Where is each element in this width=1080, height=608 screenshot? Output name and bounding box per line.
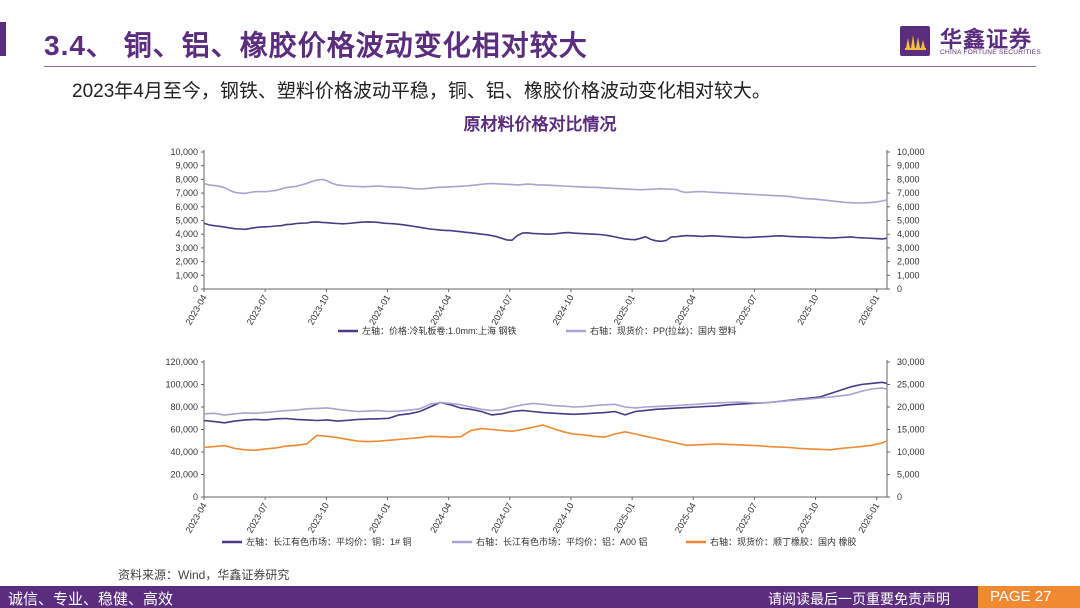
chart1-x-tick-label: 2024-04 xyxy=(428,293,453,327)
page-number: PAGE 27 xyxy=(990,588,1052,605)
chart1-y-right-tick-label: 8,000 xyxy=(897,174,920,184)
chart2-x-tick-label: 2023-10 xyxy=(306,501,331,535)
chart2-y-right-tick-label: 15,000 xyxy=(897,425,925,435)
chart2-x-tick-label: 2025-01 xyxy=(612,501,637,535)
chart2-y-right-tick-label: 5,000 xyxy=(897,470,920,480)
chart2-x-tick-label: 2024-10 xyxy=(551,501,576,535)
footer-bar: 诚信、专业、稳健、高效 请阅读最后一页重要免责声明 PAGE 27 xyxy=(0,586,1080,608)
chart1-y-right-tick-label: 5,000 xyxy=(897,216,920,226)
company-logo: 华鑫证券 CHINA FORTUNE SECURITIES xyxy=(900,22,1041,58)
chart2-series-3-line xyxy=(203,424,888,452)
chart1-x-tick-label: 2024-01 xyxy=(367,293,392,327)
chart1-y-left-tick-label: 1,000 xyxy=(175,270,198,280)
chart2-x-tick-label: 2023-04 xyxy=(184,501,209,535)
footer-disclaimer-link[interactable]: 请阅读最后一页重要免责声明 xyxy=(768,591,950,607)
chart2-y-left-tick-label: 100,000 xyxy=(165,380,198,390)
chart1-y-right-tick-label: 9,000 xyxy=(897,161,920,171)
chart2-y-right-tick-label: 30,000 xyxy=(897,357,925,367)
chart2-legend-label-3: 右轴：现货价：顺丁橡胶：国内 橡胶 xyxy=(710,536,857,547)
chart1-y-left-tick-label: 7,000 xyxy=(175,188,198,198)
chart2-y-right-tick-label: 0 xyxy=(897,492,902,502)
chart1-y-right-tick-label: 4,000 xyxy=(897,229,920,239)
chart1-y-left-tick-label: 5,000 xyxy=(175,216,198,226)
chart2-series-2-line xyxy=(203,387,888,416)
chart2-y-left-tick-label: 40,000 xyxy=(170,447,198,457)
chart2-y-left-tick-label: 20,000 xyxy=(170,470,198,480)
footer-motto: 诚信、专业、稳健、高效 xyxy=(8,591,174,608)
chart2-y-left-tick-label: 80,000 xyxy=(170,402,198,412)
chart1-y-right-tick-label: 3,000 xyxy=(897,243,920,253)
chart1-x-tick-label: 2025-07 xyxy=(734,293,759,327)
logo-name-en: CHINA FORTUNE SECURITIES xyxy=(940,49,1041,56)
chart2-y-left-tick-label: 120,000 xyxy=(165,357,198,367)
chart2-legend-label-2: 右轴：长江有色市场：平均价：铝：A00 铝 xyxy=(476,536,648,547)
chart1-x-tick-label: 2023-10 xyxy=(306,293,331,327)
chart1-x-tick-label: 2024-10 xyxy=(551,293,576,327)
title-accent-bar xyxy=(0,22,6,56)
chart1-y-left-tick-label: 4,000 xyxy=(175,229,198,239)
charts-canvas: 0 1,000 2,000 3,000 4,000 5,000 6,000 7,000 8,00… xyxy=(165,147,925,547)
chart1-x-tick-label: 2024-07 xyxy=(489,293,514,327)
chart-title: 原材料价格对比情况 xyxy=(463,115,617,134)
chart1-legend-label-2: 右轴：现货价：PP(拉丝)：国内 塑料 xyxy=(590,325,737,336)
chart1-x-tick-label: 2025-01 xyxy=(612,293,637,327)
source-note: 资料来源：Wind，华鑫证券研究 xyxy=(118,568,290,582)
title-divider xyxy=(44,66,1036,67)
chart1-y-left-tick-label: 6,000 xyxy=(175,202,198,212)
chart1-y-left-tick-label: 10,000 xyxy=(170,147,198,157)
chart1-y-left-tick-label: 9,000 xyxy=(175,161,198,171)
chart2-x-tick-label: 2025-10 xyxy=(795,501,820,535)
chart1-x-tick-label: 2026-01 xyxy=(856,293,881,327)
chart2-x-tick-label: 2024-07 xyxy=(489,501,514,535)
chart2-y-right-tick-label: 25,000 xyxy=(897,380,925,390)
chart2-y-right-tick-label: 20,000 xyxy=(897,402,925,412)
chart1-y-right-tick-label: 10,000 xyxy=(897,147,925,157)
chart1-y-right-tick-label: 1,000 xyxy=(897,270,920,280)
chart1-y-left-tick-label: 0 xyxy=(193,284,198,294)
chart1-y-right-tick-label: 6,000 xyxy=(897,202,920,212)
chart2-x-tick-label: 2025-04 xyxy=(673,501,698,535)
chart2-y-right-tick-label: 10,000 xyxy=(897,447,925,457)
page-number-badge: PAGE 27 xyxy=(978,586,1080,608)
logo-mark-icon xyxy=(900,26,930,56)
chart1-series-1-line xyxy=(203,221,888,243)
chart2-x-tick-label: 2024-04 xyxy=(428,501,453,535)
chart2-y-left-tick-label: 0 xyxy=(193,492,198,502)
chart2-x-tick-label: 2023-07 xyxy=(245,501,270,535)
chart1-x-tick-label: 2023-07 xyxy=(245,293,270,327)
chart1-y-left-tick-label: 8,000 xyxy=(175,174,198,184)
chart2-y-left-tick-label: 60,000 xyxy=(170,425,198,435)
chart1-y-left-tick-label: 3,000 xyxy=(175,243,198,253)
page-title: 3.4、 铜、铝、橡胶价格波动变化相对较大 xyxy=(44,30,588,61)
chart1-y-right-tick-label: 7,000 xyxy=(897,188,920,198)
chart1-y-right-tick-label: 2,000 xyxy=(897,257,920,267)
chart1-x-tick-label: 2025-10 xyxy=(795,293,820,327)
chart2-x-tick-label: 2025-07 xyxy=(734,501,759,535)
chart1-x-tick-label: 2025-04 xyxy=(673,293,698,327)
chart2-legend-label-1: 左轴：长江有色市场：平均价：铜：1# 铜 xyxy=(246,536,412,547)
chart2-series-1-line xyxy=(203,381,888,424)
chart2-x-tick-label: 2026-01 xyxy=(856,501,881,535)
chart2-x-tick-label: 2024-01 xyxy=(367,501,392,535)
logo-name-cn: 华鑫证券 xyxy=(940,27,1033,52)
chart1-x-tick-label: 2023-04 xyxy=(184,293,209,327)
chart1-y-left-tick-label: 2,000 xyxy=(175,257,198,267)
chart1-legend-label-1: 左轴：价格:冷轧板卷:1.0mm:上海 钢铁 xyxy=(362,325,517,336)
chart1-series-2-line xyxy=(203,178,888,204)
chart1-y-right-tick-label: 0 xyxy=(897,284,902,294)
page-subtitle: 2023年4月至今，钢铁、塑料价格波动平稳，铜、铝、橡胶价格波动变化相对较大。 xyxy=(72,81,771,102)
title-bar: 3.4、 铜、铝、橡胶价格波动变化相对较大 xyxy=(0,0,1080,68)
